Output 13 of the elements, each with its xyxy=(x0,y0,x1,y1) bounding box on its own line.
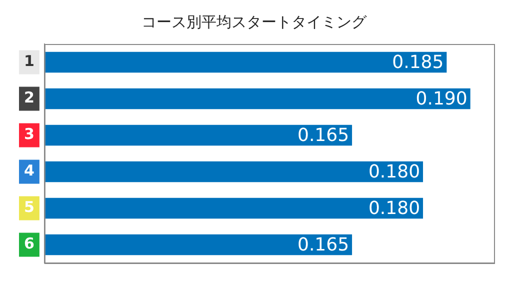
data-label: 0.185 xyxy=(392,52,444,73)
y-tick-label: 6 xyxy=(24,234,34,253)
y-tick-label: 2 xyxy=(24,88,34,107)
data-label: 0.165 xyxy=(298,234,350,256)
y-tick-label: 3 xyxy=(24,125,34,144)
y-tick-label: 1 xyxy=(24,52,34,70)
data-label: 0.180 xyxy=(368,198,420,219)
chart-title: コース別平均スタートタイミング xyxy=(142,12,368,31)
data-label: 0.165 xyxy=(298,124,350,146)
data-label: 0.180 xyxy=(368,161,420,182)
y-tick-label: 5 xyxy=(24,198,34,216)
y-tick-label: 4 xyxy=(24,162,34,180)
data-label: 0.190 xyxy=(416,88,468,110)
